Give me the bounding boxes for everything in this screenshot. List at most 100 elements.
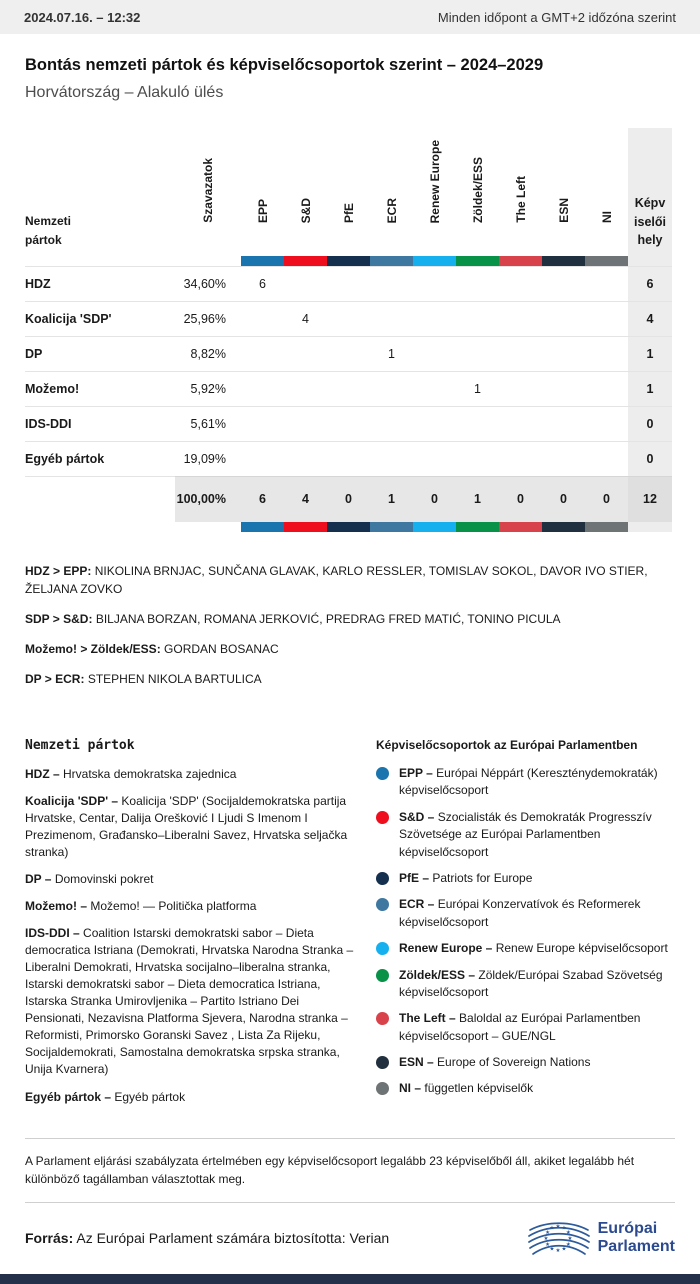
seats-cell: [585, 440, 628, 476]
svg-text:★: ★: [549, 1225, 554, 1231]
group-legend-item: S&D – Szocialisták és Demokraták Progres…: [376, 809, 675, 861]
seats-cell: [499, 440, 542, 476]
party-legend-item: Možemo! – Možemo! — Politička platforma: [25, 899, 257, 914]
party-legend-item: DP – Domovinski pokret: [25, 872, 154, 887]
votes-percentage: 5,61%: [175, 405, 241, 441]
total-votes-percentage: 100,00%: [175, 475, 241, 522]
seats-cell: [370, 440, 413, 476]
svg-text:★: ★: [555, 1248, 560, 1254]
seats-cell: [456, 440, 499, 476]
seats-cell: [542, 335, 585, 371]
total-group-seats: 0: [542, 475, 585, 522]
group-column-header: PfE: [341, 202, 356, 223]
group-color-bar: [456, 522, 499, 532]
votes-percentage: 34,60%: [175, 265, 241, 301]
party-name: DP: [25, 335, 175, 371]
table-row: IDS-DDI 5,61% 0: [25, 405, 672, 441]
group-color-bar: [241, 522, 284, 532]
footnote-section: A Parlament eljárási szabályzata értelmé…: [25, 1137, 675, 1203]
group-color-bar: [327, 256, 370, 266]
eu-parliament-logo-text: Európai Parlament: [597, 1219, 675, 1255]
seats-cell: [241, 370, 284, 406]
group-legend-item: PfE – Patriots for Europe: [376, 870, 675, 887]
page-subtitle: Horvátország – Alakuló ülés: [25, 84, 224, 101]
mep-list-line: DP > ECR: STEPHEN NIKOLA BARTULICA: [25, 672, 262, 686]
table-header-row: Nemzeti pártok Szavazatok EPP S&D PfE EC…: [25, 128, 672, 256]
mep-list-line: HDZ > EPP: NIKOLINA BRNJAC, SUNČANA GLAV…: [25, 564, 648, 596]
seats-cell: [542, 405, 585, 441]
group-column-header: ECR: [384, 197, 399, 223]
seats-cell: [456, 300, 499, 336]
group-legend-item: ESN – Europe of Sovereign Nations: [376, 1054, 675, 1071]
seats-cell: [327, 440, 370, 476]
group-color-bar: [413, 522, 456, 532]
total-seats-cell: 0: [628, 405, 672, 441]
votes-percentage: 8,82%: [175, 335, 241, 371]
seats-cell: [327, 405, 370, 441]
group-color-bar: [327, 522, 370, 532]
total-group-seats: 0: [413, 475, 456, 522]
seats-cell: [370, 405, 413, 441]
seats-cell: 1: [456, 370, 499, 406]
seats-cell: [542, 370, 585, 406]
group-color-dot: [376, 898, 389, 912]
svg-text:★: ★: [545, 1230, 550, 1236]
totals-row: 100,00% 6 4 0 1 0 1 0 0 0 12: [25, 475, 672, 522]
source-text: Forrás: Az Európai Parlament számára biz…: [25, 1229, 390, 1246]
group-legend-item: The Left – Baloldal az Európai Parlament…: [376, 1010, 675, 1045]
seats-cell: [456, 405, 499, 441]
mep-list-line: SDP > S&D: BILJANA BORZAN, ROMANA JERKOV…: [25, 612, 561, 626]
total-seats-cell: 0: [628, 440, 672, 476]
seats-cell: 4: [284, 300, 327, 336]
total-group-seats: 0: [327, 475, 370, 522]
footer: Forrás: Az Európai Parlament számára biz…: [25, 1216, 675, 1260]
seats-cell: [284, 335, 327, 371]
party-legend: Nemzeti pártok HDZ – Hrvatska demokratsk…: [25, 738, 360, 1116]
seats-cell: [370, 265, 413, 301]
total-group-seats: 4: [284, 475, 327, 522]
group-color-bar: [542, 256, 585, 266]
party-legend-item: HDZ – Hrvatska demokratska zajednica: [25, 767, 237, 781]
group-column-header: Zöldek/ESS: [470, 156, 485, 223]
seats-cell: [327, 370, 370, 406]
table-row: Možemo! 5,92% 1 1: [25, 370, 672, 406]
seats-cell: 1: [370, 335, 413, 371]
party-legend-item: Egyéb pártok – Egyéb pártok: [25, 1089, 186, 1104]
seats-cell: [241, 405, 284, 441]
svg-text:★: ★: [567, 1236, 572, 1242]
group-color-bar: [370, 256, 413, 266]
eu-parliament-logo: ★ ★ ★ ★ ★ ★ ★ ★ ★ ★ ★ ★ Európai Parlament: [526, 1216, 675, 1260]
group-legend: Képviselőcsoportok az Európai Parlamentb…: [376, 738, 675, 1116]
total-group-seats: 0: [499, 475, 542, 522]
table-row: Egyéb pártok 19,09% 0: [25, 440, 672, 476]
votes-percentage: 19,09%: [175, 440, 241, 476]
party-name: IDS-DDI: [25, 405, 175, 441]
seats-cell: [499, 335, 542, 371]
total-seats-cell: 6: [628, 265, 672, 301]
topbar-datetime: 2024.07.16. – 12:32: [24, 9, 141, 25]
total-group-seats: 1: [456, 475, 499, 522]
seats-cell: [327, 265, 370, 301]
group-color-dot: [376, 1082, 389, 1096]
seats-column-header: Képviselői hely: [628, 128, 672, 256]
table-row: HDZ 34,60% 6 6: [25, 265, 672, 301]
svg-text:★: ★: [561, 1246, 566, 1252]
group-color-dot: [376, 1012, 389, 1026]
seats-cell: [499, 300, 542, 336]
group-color-bar-row: [25, 522, 672, 532]
total-seats-cell: 1: [628, 370, 672, 406]
corner-header: Nemzeti pártok: [25, 213, 72, 247]
group-color-bar: [542, 522, 585, 532]
total-group-seats: 6: [241, 475, 284, 522]
group-column-header: Renew Europe: [427, 139, 442, 223]
group-legend-heading: Képviselőcsoportok az Európai Parlamentb…: [376, 738, 638, 752]
seats-cell: [499, 370, 542, 406]
group-color-bar: [585, 522, 628, 532]
seats-cell: [284, 440, 327, 476]
party-name: Možemo!: [25, 370, 175, 406]
group-color-bar: [284, 522, 327, 532]
group-color-bar: [499, 256, 542, 266]
svg-text:★: ★: [561, 1225, 566, 1231]
seats-cell: [585, 335, 628, 371]
seats-cell: [542, 440, 585, 476]
